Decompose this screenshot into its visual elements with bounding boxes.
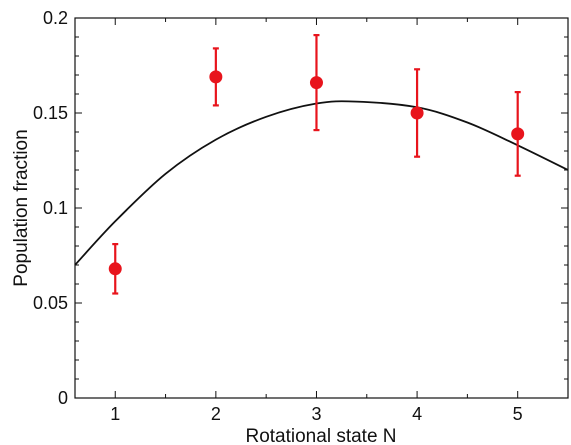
data-point: [410, 106, 424, 120]
x-tick-label: 5: [513, 404, 523, 424]
x-axis-label: Rotational state N: [245, 426, 396, 445]
points-layer: [108, 33, 525, 295]
y-tick-label: 0: [58, 388, 68, 408]
y-tick-label: 0.05: [33, 293, 68, 313]
plot-frame: [74, 17, 569, 399]
x-tick-label: 2: [211, 404, 221, 424]
data-point: [309, 76, 323, 90]
x-tick-label: 4: [412, 404, 422, 424]
data-point: [209, 70, 223, 84]
fit-curve: [74, 100, 569, 266]
y-tick-label: 0.15: [33, 103, 68, 123]
y-tick-label: 0.2: [43, 8, 68, 28]
y-axis-label: Population fraction: [11, 129, 32, 286]
y-tick-label: 0.1: [43, 198, 68, 218]
data-point: [108, 262, 122, 276]
data-point: [511, 127, 525, 141]
x-tick-label: 1: [110, 404, 120, 424]
curve-layer: [74, 100, 569, 266]
x-tick-label: 3: [311, 404, 321, 424]
ticks-layer: 1 2 3 4 5 0 0.05 0.1 0.15 0.2: [33, 8, 569, 424]
